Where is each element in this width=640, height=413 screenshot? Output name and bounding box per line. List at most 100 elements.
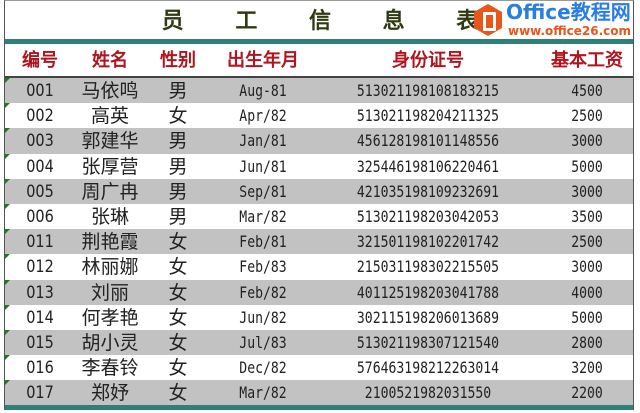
cell-name[interactable]: 郑妤: [90, 382, 129, 405]
cell-id[interactable]: 003: [26, 131, 54, 152]
cell-id[interactable]: 004: [26, 156, 54, 177]
cell-gender[interactable]: 女: [168, 281, 188, 304]
text-number-indicator-icon: [5, 355, 10, 361]
cell-salary[interactable]: 3200: [571, 358, 603, 378]
cell-birth[interactable]: Dec/82: [239, 358, 287, 378]
cell-name[interactable]: 何孝艳: [81, 306, 139, 329]
cell-birth[interactable]: Sep/81: [239, 181, 287, 201]
bottom-border: [5, 405, 633, 410]
cell-idcard[interactable]: 321501198102201742: [356, 232, 500, 252]
cell-salary[interactable]: 2200: [571, 383, 603, 403]
cell-birth[interactable]: Jun/82: [239, 307, 287, 327]
cell-name[interactable]: 林丽娜: [81, 256, 139, 279]
table-row: 013 刘丽 女 Feb/82 401125198203041788 4000: [5, 279, 633, 305]
cell-id[interactable]: 012: [26, 257, 54, 278]
cell-birth[interactable]: Feb/82: [239, 282, 287, 302]
cell-idcard[interactable]: 215031198302215505: [356, 257, 500, 277]
cell-id[interactable]: 005: [26, 181, 54, 202]
cell-salary[interactable]: 2500: [571, 232, 603, 252]
cell-salary[interactable]: 4500: [571, 81, 603, 100]
cell-name[interactable]: 李春铃: [81, 357, 139, 380]
cell-id[interactable]: 014: [26, 307, 54, 328]
table-row: 011 荆艳霞 女 Feb/81 321501198102201742 2500: [5, 229, 633, 255]
cell-gender[interactable]: 女: [168, 382, 188, 405]
cell-name[interactable]: 马依鸣: [81, 80, 139, 102]
cell-name[interactable]: 周广冉: [81, 180, 139, 203]
cell-idcard[interactable]: 576463198212263014: [356, 358, 500, 378]
cell-gender[interactable]: 女: [168, 256, 188, 279]
text-number-indicator-icon: [5, 380, 10, 386]
header-col-id[interactable]: 编号: [22, 50, 58, 71]
cell-salary[interactable]: 5000: [571, 156, 603, 176]
table-row: 014 何孝艳 女 Jun/82 302115198206013689 5000: [5, 304, 633, 330]
cell-name[interactable]: 刘丽: [90, 281, 129, 304]
cell-gender[interactable]: 女: [168, 105, 188, 128]
watermark-brand: Office教程网: [506, 0, 631, 24]
cell-gender[interactable]: 女: [168, 306, 188, 329]
text-number-indicator-icon: [5, 304, 10, 310]
header-col-birth[interactable]: 出生年月: [227, 50, 299, 71]
cell-idcard[interactable]: 302115198206013689: [356, 307, 500, 327]
cell-birth[interactable]: Feb/83: [239, 257, 287, 277]
cell-birth[interactable]: Mar/82: [239, 207, 287, 226]
table-row: 006 张琳 男 Mar/82 513021198203042053 3500: [5, 204, 633, 229]
cell-birth[interactable]: Jul/83: [239, 333, 287, 352]
cell-idcard[interactable]: 513021198108183215: [356, 81, 500, 100]
cell-idcard[interactable]: 2100521982031550: [364, 383, 492, 403]
cell-id[interactable]: 017: [26, 383, 54, 404]
cell-salary[interactable]: 3000: [571, 181, 603, 201]
header-col-name[interactable]: 姓名: [92, 50, 128, 71]
text-number-indicator-icon: [5, 178, 10, 184]
cell-name[interactable]: 郭建华: [81, 130, 139, 153]
header-col-gender[interactable]: 性别: [160, 50, 196, 71]
text-number-indicator-icon: [5, 229, 10, 235]
cell-salary[interactable]: 3000: [571, 131, 603, 151]
cell-salary[interactable]: 2500: [571, 106, 603, 126]
cell-idcard[interactable]: 513021198203042053: [356, 207, 500, 226]
cell-gender[interactable]: 女: [168, 357, 188, 380]
text-number-indicator-icon: [5, 153, 10, 159]
table-row: 002 高英 女 Apr/82 513021198204211325 2500: [5, 103, 633, 128]
cell-salary[interactable]: 3500: [571, 207, 603, 226]
cell-idcard[interactable]: 513021198204211325: [356, 106, 500, 126]
cell-idcard[interactable]: 421035198109232691: [356, 181, 500, 201]
cell-id[interactable]: 006: [26, 207, 54, 227]
cell-name[interactable]: 荆艳霞: [81, 231, 139, 254]
cell-birth[interactable]: Mar/82: [239, 383, 287, 403]
cell-gender[interactable]: 男: [168, 130, 188, 153]
cell-gender[interactable]: 男: [168, 180, 188, 203]
cell-gender[interactable]: 男: [168, 80, 188, 102]
cell-salary[interactable]: 2800: [571, 333, 603, 352]
cell-id[interactable]: 011: [26, 232, 54, 253]
cell-id[interactable]: 001: [26, 81, 54, 101]
cell-idcard[interactable]: 513021198307121540: [356, 333, 500, 352]
cell-birth[interactable]: Jan/81: [239, 131, 287, 151]
cell-idcard[interactable]: 325446198106220461: [356, 156, 500, 176]
cell-id[interactable]: 013: [26, 282, 54, 303]
cell-name[interactable]: 高英: [90, 105, 129, 128]
cell-id[interactable]: 016: [26, 358, 54, 379]
table-row: 012 林丽娜 女 Feb/83 215031198302215505 3000: [5, 254, 633, 279]
cell-name[interactable]: 胡小灵: [81, 332, 139, 354]
cell-id[interactable]: 015: [26, 333, 54, 353]
cell-name[interactable]: 张厚营: [81, 155, 139, 178]
cell-gender[interactable]: 女: [168, 332, 188, 354]
title-divider: [5, 39, 633, 44]
cell-id[interactable]: 002: [26, 106, 54, 127]
header-col-salary[interactable]: 基本工资: [551, 50, 623, 71]
cell-salary[interactable]: 3000: [571, 257, 603, 277]
cell-gender[interactable]: 女: [168, 231, 188, 254]
cell-idcard[interactable]: 401125198203041788: [356, 282, 500, 302]
cell-gender[interactable]: 男: [168, 155, 188, 178]
cell-gender[interactable]: 男: [168, 206, 188, 228]
cell-salary[interactable]: 4000: [571, 282, 603, 302]
text-number-indicator-icon: [5, 78, 10, 83]
cell-salary[interactable]: 5000: [571, 307, 603, 327]
header-col-idcard[interactable]: 身份证号: [392, 50, 464, 71]
cell-birth[interactable]: Apr/82: [239, 106, 287, 126]
cell-birth[interactable]: Jun/81: [239, 156, 287, 176]
cell-birth[interactable]: Aug-81: [239, 81, 287, 100]
cell-birth[interactable]: Feb/81: [239, 232, 287, 252]
cell-name[interactable]: 张琳: [90, 206, 129, 228]
cell-idcard[interactable]: 456128198101148556: [356, 131, 500, 151]
